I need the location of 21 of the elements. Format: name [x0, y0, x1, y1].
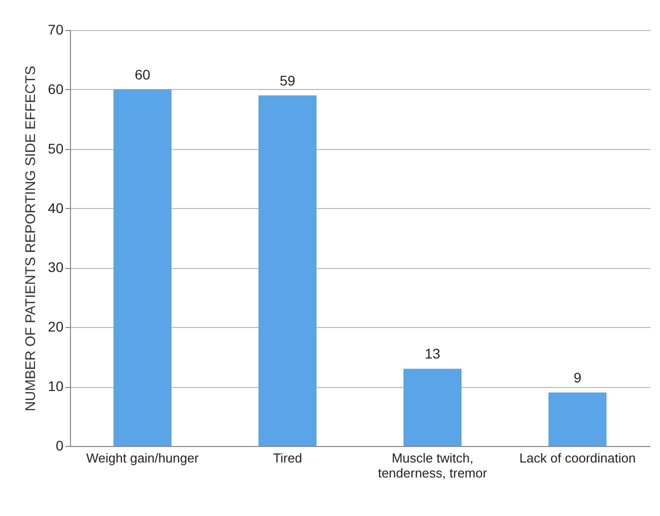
y-tick-label: 60 [48, 80, 64, 97]
data-label: 60 [134, 66, 150, 82]
y-tick-label: 20 [48, 318, 64, 335]
x-tick-label: Muscle twitch, tenderness, tremor [378, 450, 488, 480]
y-tick-label: 70 [48, 22, 64, 38]
y-tick-label: 40 [48, 200, 64, 216]
bar [548, 392, 606, 446]
data-label: 13 [424, 346, 440, 362]
x-tick-label: Tired [272, 450, 302, 466]
y-tick-label: 0 [56, 438, 64, 454]
y-tick-label: 30 [48, 259, 64, 276]
bar [404, 368, 462, 446]
bar [114, 89, 172, 446]
y-tick-label: 10 [48, 378, 64, 394]
x-tick-label: Weight gain/hunger [86, 450, 200, 466]
data-label: 59 [280, 72, 296, 88]
y-tick-label: 50 [48, 140, 64, 156]
data-label: 9 [574, 370, 582, 386]
bar [258, 95, 316, 446]
y-axis-title: NUMBER OF PATIENTS REPORTING SIDE EFFECTS [22, 66, 38, 412]
x-tick-label: Lack of coordination [519, 450, 636, 466]
